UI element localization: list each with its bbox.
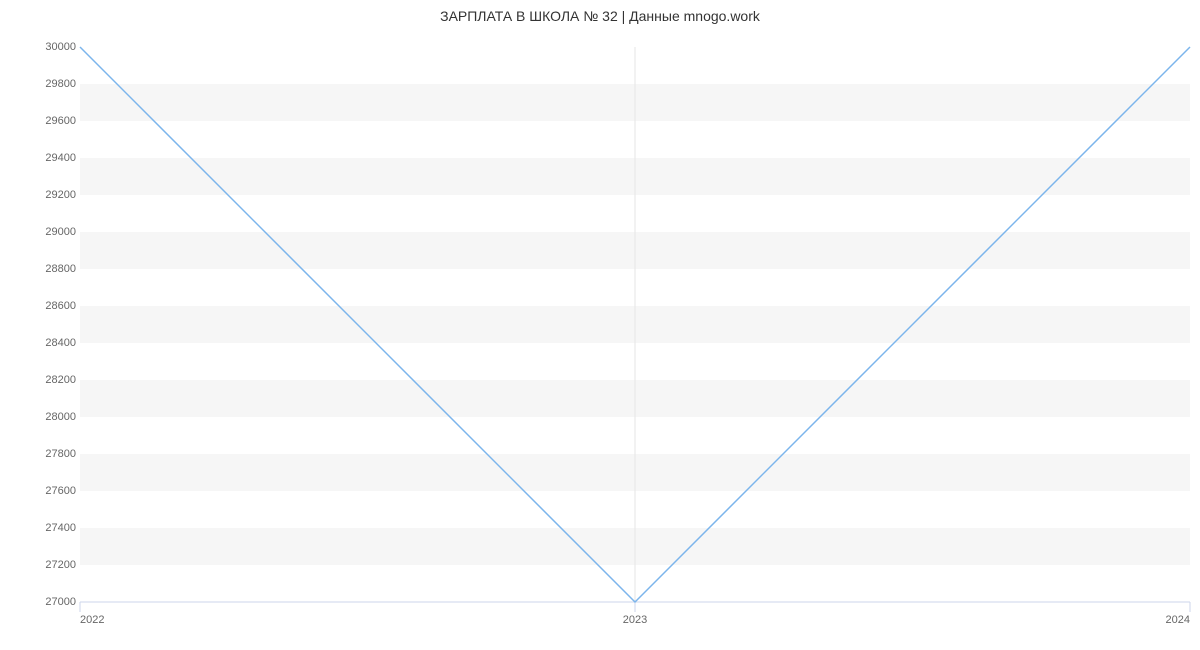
y-tick-label: 27200 — [45, 559, 76, 571]
y-tick-label: 29000 — [45, 226, 76, 238]
x-tick-label: 2023 — [623, 614, 647, 626]
y-tick-label: 28800 — [45, 263, 76, 275]
chart-title: ЗАРПЛАТА В ШКОЛА № 32 | Данные mnogo.wor… — [0, 8, 1200, 24]
y-tick-label: 27600 — [45, 485, 76, 497]
x-tick-label: 2024 — [1166, 614, 1190, 626]
chart-container: ЗАРПЛАТА В ШКОЛА № 32 | Данные mnogo.wor… — [0, 0, 1200, 650]
plot-area — [80, 47, 1190, 602]
y-tick-label: 28600 — [45, 300, 76, 312]
y-tick-label: 29400 — [45, 152, 76, 164]
y-tick-label: 29600 — [45, 115, 76, 127]
y-tick-label: 28400 — [45, 337, 76, 349]
y-tick-label: 29800 — [45, 78, 76, 90]
y-tick-label: 28000 — [45, 411, 76, 423]
y-tick-label: 29200 — [45, 189, 76, 201]
y-tick-label: 27000 — [45, 596, 76, 608]
y-tick-label: 27400 — [45, 522, 76, 534]
y-tick-label: 30000 — [45, 41, 76, 53]
plot-svg — [80, 47, 1190, 622]
y-tick-label: 28200 — [45, 374, 76, 386]
y-tick-label: 27800 — [45, 448, 76, 460]
x-tick-label: 2022 — [80, 614, 104, 626]
